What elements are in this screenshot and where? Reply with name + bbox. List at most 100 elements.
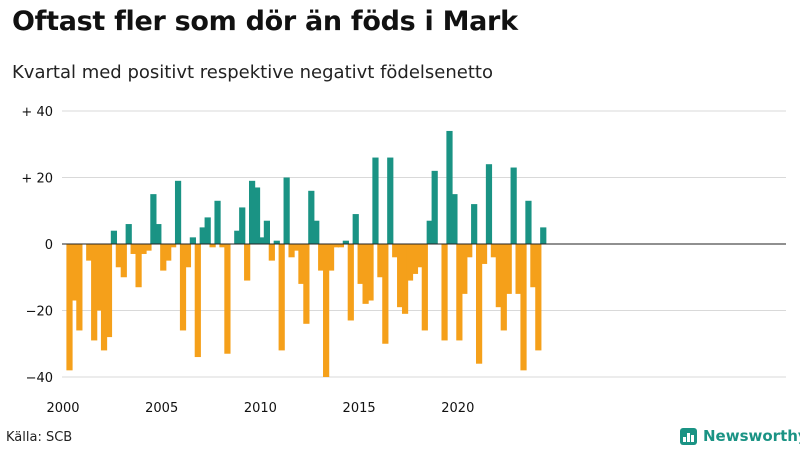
bar (76, 244, 83, 331)
bar (86, 244, 93, 261)
bar (145, 244, 152, 251)
bar (318, 244, 325, 271)
y-tick-label: + 40 (21, 105, 53, 120)
bar (135, 244, 142, 288)
x-tick-label: 2005 (145, 401, 178, 416)
bar (125, 224, 132, 244)
bar (500, 244, 507, 331)
bar (110, 230, 118, 244)
bar (100, 244, 108, 351)
bar (411, 244, 419, 274)
bar (347, 244, 354, 321)
bar (313, 220, 320, 244)
bar (342, 240, 349, 244)
bar (495, 244, 502, 308)
bar (367, 244, 374, 301)
bar (397, 244, 404, 308)
chart-title: Oftast fler som dör än föds i Mark (12, 6, 518, 37)
bar (214, 200, 221, 244)
bar (480, 244, 488, 264)
bar (204, 217, 211, 244)
bar (456, 244, 463, 341)
bar (174, 180, 182, 244)
bar (377, 244, 384, 278)
brand-name: Newsworthy (703, 427, 800, 445)
bar (332, 244, 340, 248)
bar (219, 244, 226, 248)
bar (515, 244, 522, 294)
bar (160, 244, 167, 271)
bar (209, 244, 216, 248)
bar (426, 220, 433, 244)
bar (490, 244, 498, 258)
bar (362, 244, 369, 304)
bar (66, 244, 73, 371)
y-tick-label: −20 (26, 305, 53, 320)
bar (520, 244, 527, 371)
bar (239, 207, 246, 244)
bar (421, 244, 428, 331)
bar (337, 244, 345, 248)
bar (249, 180, 256, 244)
x-tick-label: 2000 (46, 401, 79, 416)
bar (431, 170, 438, 244)
source-note: Källa: SCB (6, 430, 73, 445)
bar (288, 244, 295, 258)
bar (170, 244, 177, 248)
bar (293, 244, 300, 251)
bars (66, 130, 547, 377)
bar (401, 244, 409, 314)
bar (234, 230, 241, 244)
bar (179, 244, 187, 331)
bar (298, 244, 305, 284)
bar (510, 167, 517, 244)
x-tick-label: 2010 (244, 401, 277, 416)
bar (387, 157, 394, 244)
bar (140, 244, 147, 254)
bar (382, 244, 389, 344)
bar (485, 164, 493, 244)
bar (406, 244, 414, 281)
bar (273, 240, 280, 244)
bar (476, 244, 483, 364)
bar (165, 244, 172, 261)
bar (268, 244, 275, 261)
bar (199, 227, 206, 245)
bar (392, 244, 399, 258)
bar (327, 244, 335, 271)
bar (263, 220, 270, 244)
bar (91, 244, 98, 341)
bar (471, 204, 478, 244)
bar (184, 244, 192, 268)
bar (451, 194, 458, 245)
bar (308, 190, 315, 244)
bar (96, 244, 103, 311)
chart-subtitle: Kvartal med positivt respektive negativt… (12, 62, 493, 83)
bar (244, 244, 251, 281)
x-tick-label: 2020 (441, 401, 474, 416)
bar (441, 244, 448, 341)
bar (540, 227, 547, 245)
bar (155, 224, 162, 244)
bar (194, 244, 201, 358)
bar (352, 214, 359, 244)
x-axis-labels: 2000 2005 2010 2015 2020 (46, 401, 474, 416)
bar (278, 244, 285, 351)
bar (71, 244, 78, 301)
bar (189, 237, 196, 244)
bar (283, 177, 290, 244)
bar (446, 130, 453, 244)
bar (530, 244, 537, 288)
bar (303, 244, 310, 324)
bar (416, 244, 423, 268)
bar (535, 244, 542, 351)
bar (461, 244, 468, 294)
bar (323, 244, 330, 377)
y-tick-label: −40 (26, 371, 53, 386)
bar (357, 244, 364, 284)
bar (525, 200, 532, 244)
newsworthy-logo[interactable]: Newsworthy (680, 427, 800, 445)
bar (150, 194, 157, 245)
bar (505, 244, 512, 294)
